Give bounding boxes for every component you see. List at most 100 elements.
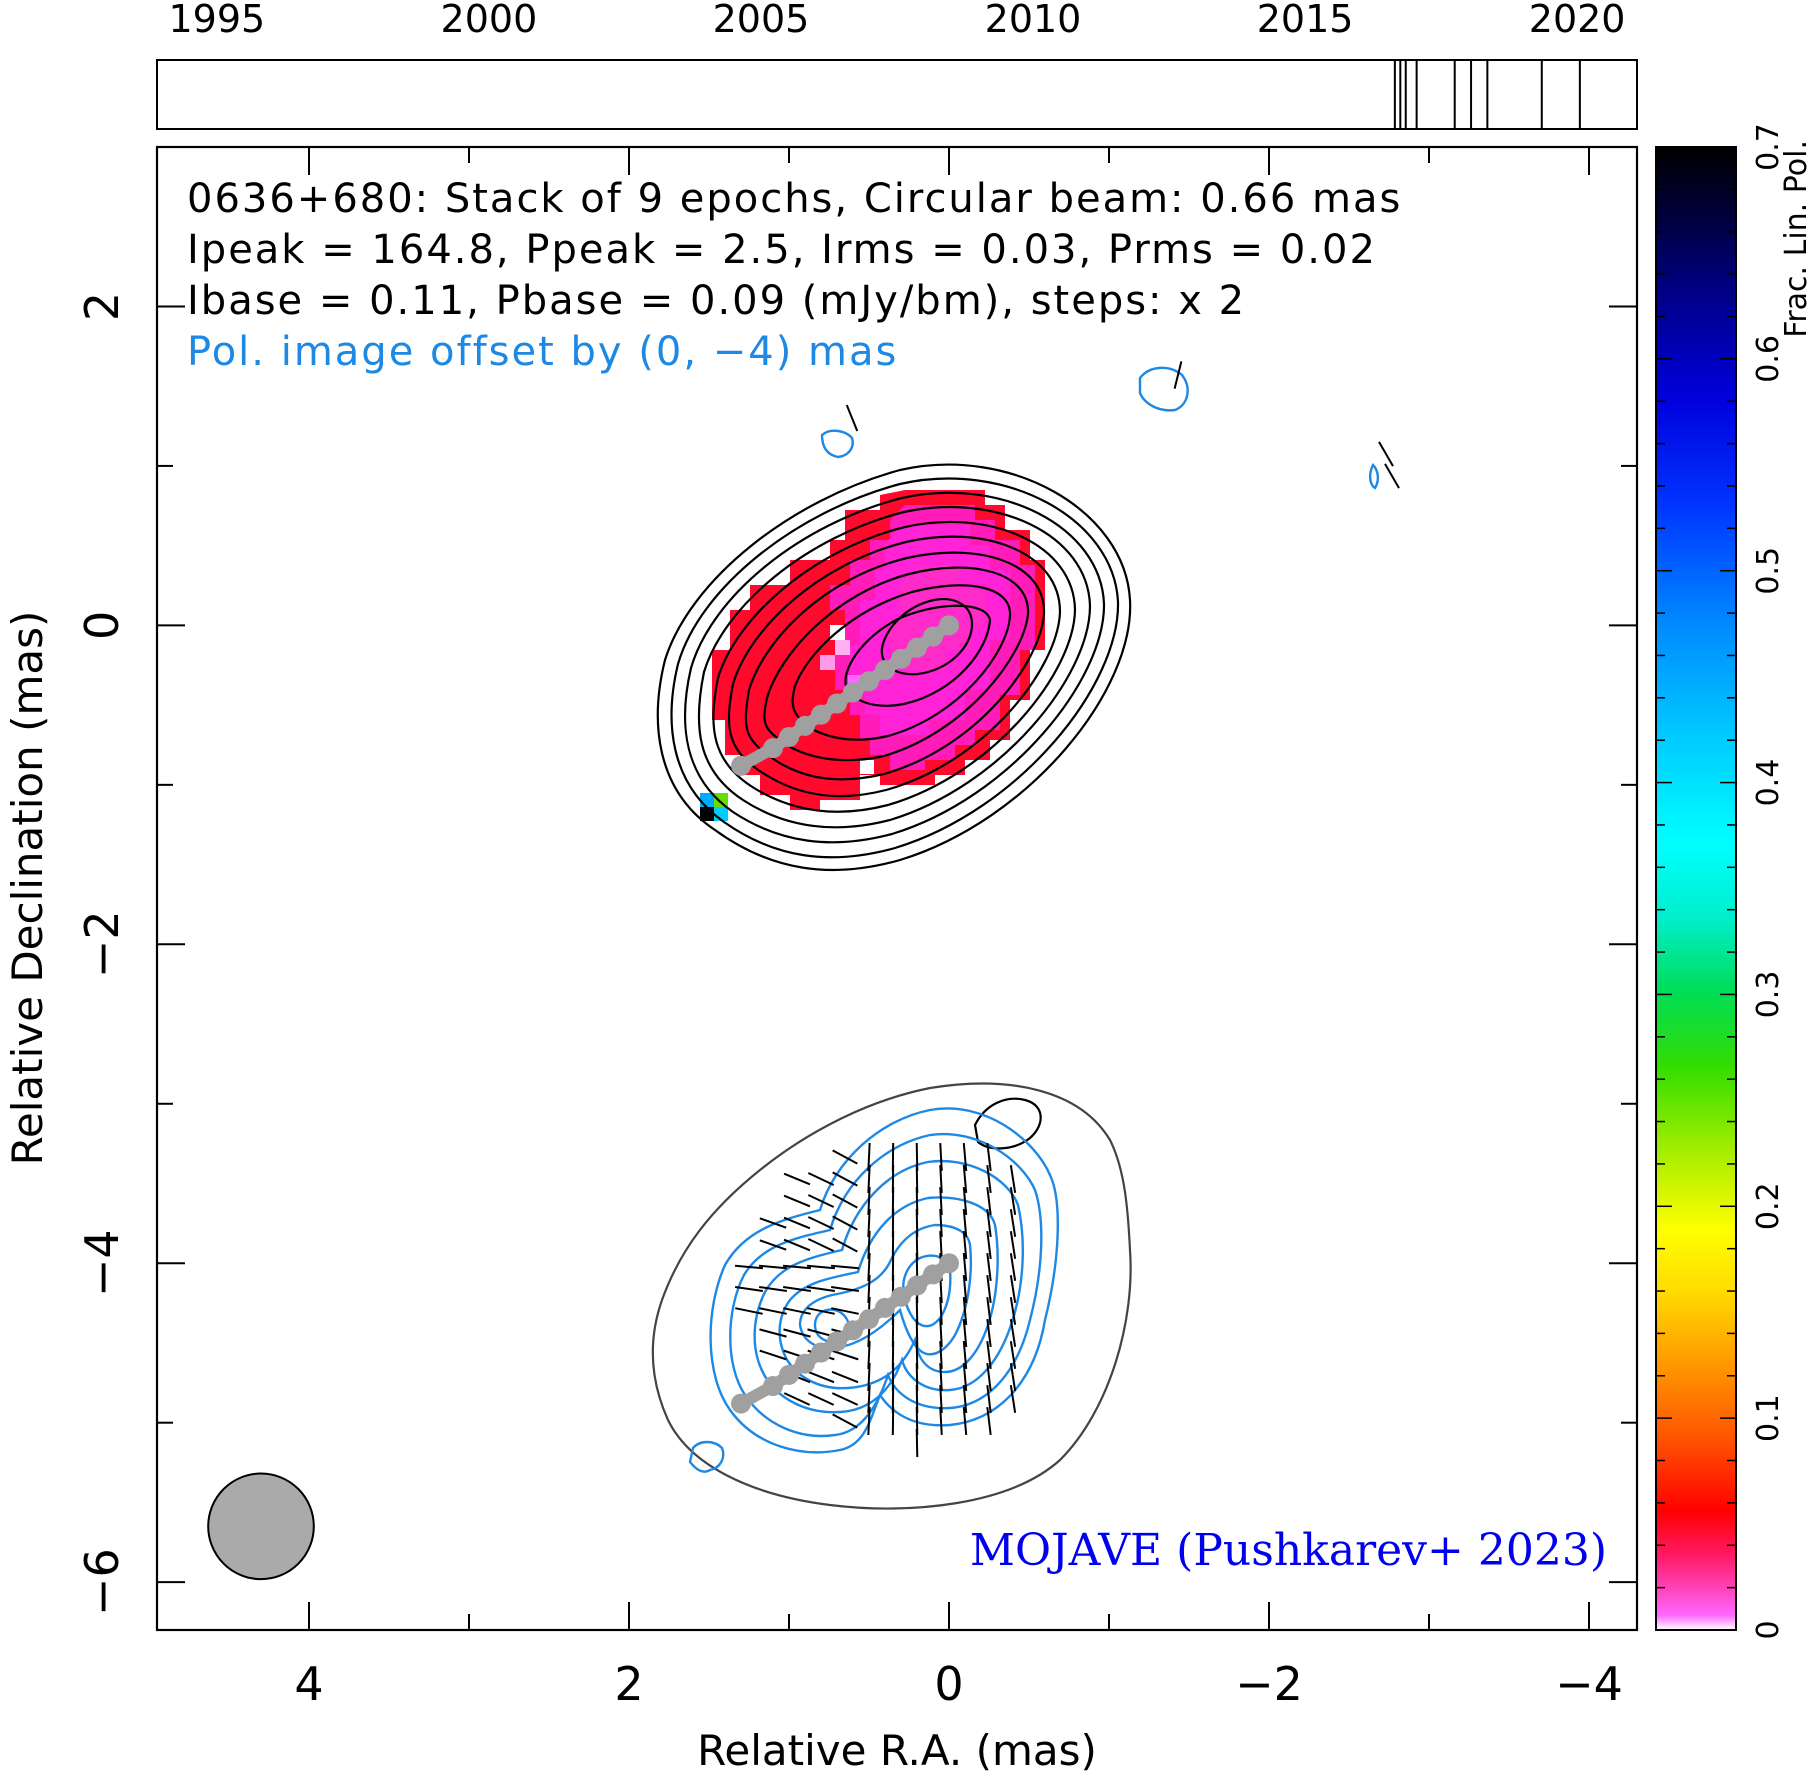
evpa-ticks (734, 361, 1400, 1458)
fracpol-pixels (700, 490, 1045, 821)
ridge-point (843, 1320, 863, 1341)
evpa-tick (939, 1186, 943, 1216)
credit-label: MOJAVE (Pushkarev+ 2023) (970, 1525, 1607, 1576)
timeline-year-label: 2020 (1529, 0, 1626, 41)
ridge-point (891, 1286, 911, 1307)
stokes-i-contours (656, 463, 1132, 1150)
info-line-2: Ipeak = 164.8, Ppeak = 2.5, Irms = 0.03,… (187, 227, 1377, 273)
colorbar-tick-label: 0.6 (1751, 335, 1786, 383)
evpa-tick (831, 1349, 859, 1361)
evpa-tick (986, 1252, 992, 1282)
evpa-tick (1009, 1363, 1017, 1391)
colorbar-gradient (1655, 146, 1737, 1631)
evpa-tick (939, 1230, 943, 1260)
evpa-tick (1009, 1253, 1017, 1281)
evpa-tick (759, 1328, 787, 1338)
evpa-tick (939, 1164, 943, 1194)
epoch-timeline: 1995 2000 2005 2010 2015 2020 (156, 0, 1638, 130)
evpa-tick (986, 1164, 992, 1194)
evpa-tick (831, 1370, 859, 1384)
evpa-tick (1009, 1385, 1017, 1413)
evpa-tick (986, 1340, 992, 1370)
x-tick-label: 4 (294, 1657, 323, 1711)
ridge-point (939, 1253, 959, 1274)
evpa-tick (807, 1307, 835, 1315)
timeline-year-label: 2015 (1257, 0, 1354, 41)
plot-axes: 4 2 0 −2 −4 2 0 −2 −4 −6 (75, 145, 1639, 1711)
evpa-tick (845, 404, 859, 432)
evpa-tick (915, 1428, 919, 1458)
evpa-tick (939, 1318, 943, 1348)
evpa-tick (939, 1208, 943, 1238)
evpa-tick (1173, 361, 1183, 389)
ridge-point (779, 727, 799, 748)
evpa-tick (759, 1285, 787, 1293)
evpa-tick (783, 1238, 811, 1252)
evpa-tick (939, 1362, 943, 1392)
evpa-tick (807, 1370, 835, 1384)
timeline-year-label: 2010 (985, 0, 1082, 41)
evpa-tick (962, 1164, 968, 1194)
evpa-tick (962, 1252, 968, 1282)
evpa-tick (939, 1340, 943, 1370)
evpa-tick (832, 1413, 858, 1429)
evpa-tick (962, 1384, 968, 1414)
evpa-tick (939, 1296, 943, 1326)
ridge-point (795, 1353, 815, 1374)
evpa-tick (939, 1384, 943, 1414)
y-tick-label: −2 (75, 910, 129, 978)
evpa-tick (962, 1406, 968, 1436)
evpa-tick (782, 1264, 812, 1270)
evpa-tick (962, 1186, 968, 1216)
evpa-tick (832, 1215, 858, 1231)
ridge-point (859, 671, 879, 692)
ridge-point (859, 1309, 879, 1330)
colorbar-tick-label: 0.7 (1751, 123, 1786, 171)
evpa-tick (735, 1307, 763, 1315)
info-line-3: Ibase = 0.11, Pbase = 0.09 (mJy/bm), ste… (187, 278, 1246, 324)
ridge-point (827, 1331, 847, 1352)
jet-ridge-line-pol (731, 1253, 959, 1414)
colorbar: 0 0.1 0.2 0.3 0.4 0.5 0.6 0.7 Frac. Lin. Pol. (1655, 123, 1814, 1640)
evpa-tick (986, 1274, 992, 1304)
y-tick-label: −4 (75, 1229, 129, 1297)
evpa-tick (783, 1216, 811, 1230)
evpa-tick (1009, 1209, 1017, 1237)
colorbar-tick-label: 0.4 (1751, 759, 1786, 807)
evpa-tick (867, 1142, 871, 1172)
evpa-tick (986, 1406, 992, 1436)
ridge-point (763, 1376, 783, 1397)
beam-ellipse (207, 1472, 315, 1581)
evpa-tick (807, 1172, 835, 1186)
evpa-tick (832, 1237, 858, 1253)
timeline-year-label: 1995 (168, 0, 265, 41)
colorbar-label: Frac. Lin. Pol. (1779, 140, 1814, 338)
evpa-tick (783, 1194, 811, 1208)
evpa-tick (783, 1172, 811, 1186)
x-tick-label: −4 (1555, 1657, 1623, 1711)
evpa-tick (832, 1193, 858, 1209)
evpa-tick (986, 1318, 992, 1348)
colorbar-tick-label: 0.3 (1751, 971, 1786, 1019)
evpa-tick (867, 1164, 871, 1194)
evpa-tick (1009, 1319, 1017, 1347)
evpa-tick (758, 1264, 788, 1270)
evpa-tick (1009, 1187, 1017, 1215)
evpa-tick (783, 1285, 811, 1293)
ridge-point (907, 1275, 927, 1296)
evpa-tick (807, 1238, 835, 1252)
y-tick-label: 0 (75, 611, 129, 640)
evpa-tick (783, 1307, 811, 1315)
evpa-tick (1009, 1165, 1017, 1193)
ridge-point (843, 682, 863, 703)
evpa-tick (986, 1186, 992, 1216)
ridge-point (731, 755, 751, 776)
jet-ridge-line (731, 615, 959, 776)
info-line-1: 0636+680: Stack of 9 epochs, Circular be… (187, 176, 1402, 222)
evpa-tick (831, 1392, 859, 1406)
colorbar-tick-label: 0.5 (1751, 547, 1786, 595)
evpa-tick (986, 1384, 992, 1414)
colorbar-tick-label: 0.1 (1751, 1394, 1786, 1442)
evpa-tick (1009, 1297, 1017, 1325)
